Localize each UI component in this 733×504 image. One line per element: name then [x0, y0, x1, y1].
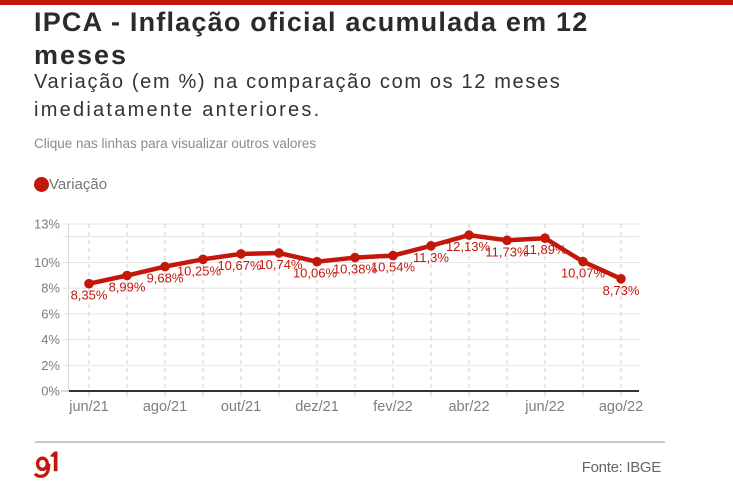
svg-text:8,35%: 8,35% — [71, 288, 108, 303]
svg-text:jun/22: jun/22 — [524, 399, 565, 415]
svg-text:8,99%: 8,99% — [109, 280, 146, 295]
svg-text:8,73%: 8,73% — [603, 283, 640, 298]
svg-text:9,68%: 9,68% — [147, 271, 184, 286]
svg-text:13%: 13% — [34, 217, 60, 232]
svg-text:11,73%: 11,73% — [485, 244, 529, 259]
svg-text:jun/21: jun/21 — [68, 399, 109, 415]
svg-text:0%: 0% — [41, 384, 60, 399]
svg-text:10,54%: 10,54% — [371, 260, 416, 275]
svg-text:4%: 4% — [41, 332, 60, 347]
svg-text:10,25%: 10,25% — [177, 263, 222, 278]
svg-text:10,74%: 10,74% — [258, 257, 303, 272]
svg-text:10,67%: 10,67% — [217, 258, 262, 273]
svg-text:out/21: out/21 — [221, 399, 261, 415]
svg-text:8%: 8% — [41, 281, 60, 296]
svg-text:2%: 2% — [41, 358, 60, 373]
svg-text:11,3%: 11,3% — [413, 250, 449, 265]
svg-text:10,06%: 10,06% — [293, 266, 338, 281]
svg-text:10,38%: 10,38% — [333, 262, 378, 277]
svg-text:ago/22: ago/22 — [599, 399, 643, 415]
svg-text:abr/22: abr/22 — [448, 399, 489, 415]
svg-text:10%: 10% — [34, 255, 60, 270]
svg-text:dez/21: dez/21 — [295, 399, 339, 415]
svg-text:6%: 6% — [41, 306, 60, 321]
svg-text:10,07%: 10,07% — [561, 266, 606, 281]
svg-text:12,13%: 12,13% — [446, 239, 491, 254]
svg-text:11,89%: 11,89% — [523, 242, 567, 257]
svg-text:ago/21: ago/21 — [143, 399, 187, 415]
svg-text:fev/22: fev/22 — [373, 399, 413, 415]
